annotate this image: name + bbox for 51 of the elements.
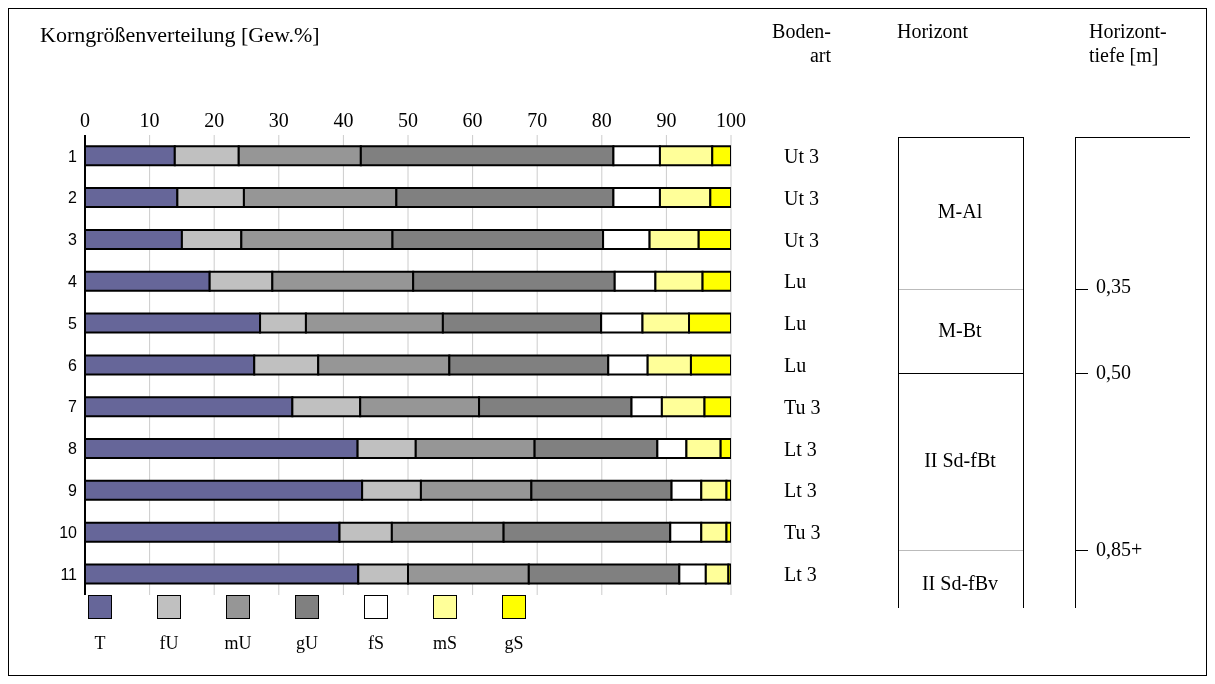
y2-tick-label: Lu bbox=[784, 270, 807, 293]
text: M-Bt bbox=[937, 317, 983, 342]
legend-label: gS bbox=[503, 633, 525, 654]
y2-tick-label: Lu bbox=[784, 354, 807, 376]
text: Horizont- tiefe [m] bbox=[1089, 19, 1167, 67]
y-tick-label: 10 bbox=[59, 523, 78, 541]
y2-tick-label: Tu 3 bbox=[784, 395, 821, 418]
text: 0,35 bbox=[1096, 274, 1131, 299]
chart-title: Korngrößenverteilung [Gew.%] bbox=[40, 22, 320, 47]
text: 0,50 bbox=[1096, 359, 1131, 384]
y-tick-label: 2 bbox=[68, 189, 78, 207]
x-tick-label: 60 bbox=[462, 109, 483, 131]
y2-axis-title: Boden- art bbox=[771, 19, 831, 67]
text: 0,85+ bbox=[1096, 537, 1143, 561]
x-tick-label: 50 bbox=[398, 109, 418, 131]
text: II Sd-fBv bbox=[920, 571, 1000, 595]
y2-tick-label: Ut 3 bbox=[784, 228, 819, 251]
legend-label: mU bbox=[223, 633, 253, 654]
y2-tick-label: Ut 3 bbox=[784, 186, 819, 209]
y-tick-label: 9 bbox=[68, 482, 78, 500]
legend-label: T bbox=[93, 633, 107, 654]
x-tick-label: 40 bbox=[333, 109, 354, 131]
y-tick-label: 11 bbox=[60, 565, 78, 583]
x-tick-label: 30 bbox=[268, 109, 289, 131]
y2-tick-label: Lt 3 bbox=[784, 563, 817, 586]
y-tick-label: 5 bbox=[68, 314, 78, 332]
legend-label: fS bbox=[367, 633, 385, 654]
y2-tick-label: Ut 3 bbox=[784, 144, 819, 167]
y-tick-label: 6 bbox=[68, 356, 78, 374]
x-tick-label: 0 bbox=[80, 109, 90, 131]
y2-tick-label: Lt 3 bbox=[784, 479, 817, 502]
x-tick-label: 100 bbox=[716, 109, 746, 131]
x-tick-label: 10 bbox=[139, 109, 160, 131]
legend-label: mS bbox=[432, 633, 458, 654]
y-tick-label: 4 bbox=[68, 273, 78, 291]
text: M-Al bbox=[936, 198, 984, 223]
y2-tick-label: Lt 3 bbox=[784, 437, 817, 460]
y2-tick-label: Lu bbox=[784, 312, 807, 335]
legend-label: fU bbox=[158, 633, 180, 654]
x-tick-label: 20 bbox=[204, 109, 225, 131]
y2-tick-label: Tu 3 bbox=[784, 521, 821, 544]
x-tick-label: 70 bbox=[527, 109, 548, 131]
x-tick-label: 80 bbox=[591, 109, 612, 131]
x-tick-label: 90 bbox=[656, 109, 677, 131]
legend-label: gU bbox=[295, 633, 319, 654]
text: Horizont bbox=[897, 19, 969, 43]
text: II Sd-fBt bbox=[923, 448, 997, 473]
y-tick-label: 7 bbox=[68, 398, 78, 416]
y-tick-label: 8 bbox=[68, 440, 78, 458]
y-tick-label: 1 bbox=[68, 147, 78, 165]
y-tick-label: 3 bbox=[68, 231, 78, 249]
